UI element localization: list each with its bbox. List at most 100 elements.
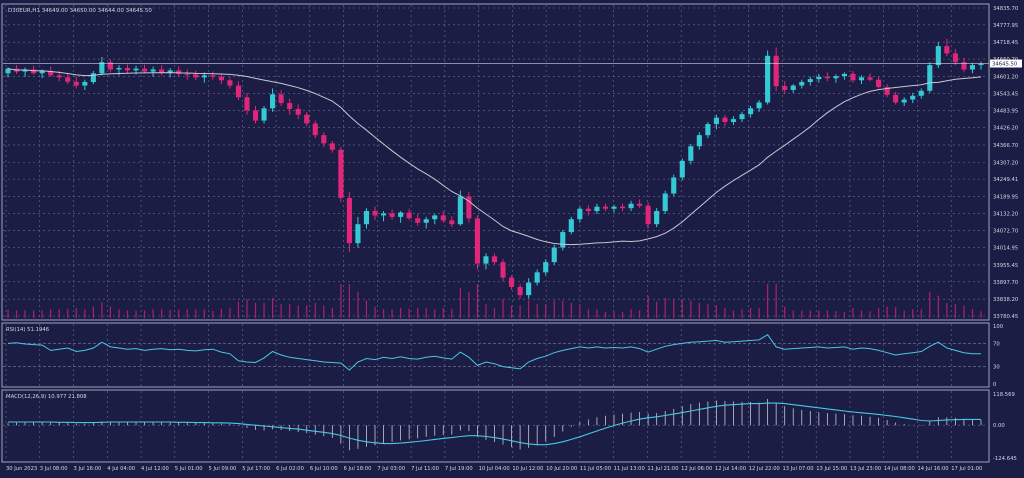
panel-frame-main — [1, 3, 990, 321]
candle — [807, 76, 813, 86]
volume-bar — [58, 309, 60, 318]
candle — [218, 73, 224, 85]
candle-body — [696, 135, 702, 147]
time-label: 13 Jul 15:00 — [816, 466, 847, 472]
time-label: 3 Jul 08:00 — [40, 466, 68, 472]
candle-body — [876, 79, 882, 88]
candle — [423, 216, 429, 229]
candle-body — [705, 124, 711, 136]
volume-bar — [442, 308, 444, 318]
price-tick-label: 34718.45 — [993, 40, 1018, 46]
volume-bar — [502, 299, 504, 318]
rsi-tick-label: 70 — [993, 341, 1000, 347]
time-label: 10 Jul 12:00 — [512, 466, 543, 472]
candle-body — [619, 206, 626, 209]
volume-bar — [374, 306, 376, 318]
candle-body — [961, 62, 967, 70]
volume-bar — [417, 308, 419, 318]
candle-body — [184, 73, 190, 75]
volume-bar — [604, 311, 607, 318]
volume-bar — [118, 309, 120, 318]
volume-bar — [24, 310, 26, 318]
candle — [765, 50, 771, 105]
candle — [696, 132, 702, 150]
price-tick-label: 34132.20 — [993, 211, 1019, 217]
time-label: 5 Jul 01:00 — [175, 466, 203, 472]
volume-bar — [707, 304, 709, 318]
candle — [867, 73, 873, 82]
candle-body — [304, 114, 310, 124]
candle-body — [287, 103, 293, 109]
candle-body — [654, 211, 660, 225]
volume-bar — [263, 303, 265, 318]
candle-body — [952, 53, 958, 63]
candle-body — [244, 97, 250, 111]
candle-body — [500, 262, 506, 278]
candle — [22, 67, 28, 77]
volume-bar — [920, 309, 922, 318]
candle — [457, 190, 463, 226]
candle — [884, 84, 890, 98]
volume-bar — [195, 309, 197, 318]
candle-body — [551, 247, 557, 263]
candle-body — [585, 208, 591, 212]
time-label: 10 Jul 04:00 — [479, 466, 510, 472]
rsi-tick-label: 100 — [993, 324, 1004, 330]
volume-bar — [519, 305, 521, 318]
candle — [90, 70, 96, 85]
volume-bar — [382, 309, 385, 318]
volume-bar — [860, 310, 863, 318]
candle-body — [338, 149, 344, 198]
candle-body — [312, 123, 318, 136]
price-tick-label: 34189.95 — [993, 194, 1018, 200]
rsi-line — [7, 334, 981, 371]
candle-body — [295, 108, 301, 115]
candle-body — [99, 62, 105, 74]
time-label: 14 Jul 16:00 — [917, 466, 948, 472]
candle-body — [790, 85, 796, 90]
candle — [824, 72, 830, 82]
candle — [312, 120, 318, 139]
candle-body — [329, 143, 335, 150]
candle — [568, 216, 574, 235]
candle-body — [645, 205, 651, 225]
current-price-box — [990, 59, 1022, 68]
candle-body — [910, 95, 916, 100]
volume-bar — [946, 303, 948, 318]
time-label: 11 Jul 13:00 — [614, 466, 645, 472]
candle — [210, 71, 216, 80]
candle — [355, 216, 361, 248]
candle-body — [491, 256, 498, 263]
time-label: 12 Jul 22:00 — [749, 466, 780, 472]
candle-body — [662, 193, 668, 212]
current-price-label: 34645.50 — [992, 62, 1018, 68]
candle-body — [449, 220, 455, 225]
candle — [252, 105, 259, 124]
candle-body — [466, 196, 472, 219]
candle — [577, 206, 583, 223]
volume-bar — [553, 300, 555, 318]
candle — [773, 47, 779, 92]
candle — [261, 105, 267, 124]
volume-bar — [135, 310, 137, 318]
volume-bar — [587, 309, 589, 318]
volume-bar — [314, 303, 316, 318]
candle — [124, 64, 131, 74]
candle-body — [560, 232, 566, 248]
volume-bar — [92, 306, 94, 318]
candle — [799, 79, 805, 89]
volume-bar — [809, 310, 811, 318]
rsi-tick-label: 30 — [993, 365, 1000, 371]
candle-body — [679, 160, 685, 178]
volume-bar — [698, 303, 700, 318]
volume-bar — [323, 305, 325, 318]
volume-bar — [109, 306, 112, 318]
candle — [850, 70, 856, 83]
volume-bar — [237, 301, 240, 318]
volume-bar — [869, 311, 871, 318]
volume-bar — [715, 305, 718, 318]
volume-bar — [673, 299, 675, 318]
candle-body — [107, 62, 113, 70]
